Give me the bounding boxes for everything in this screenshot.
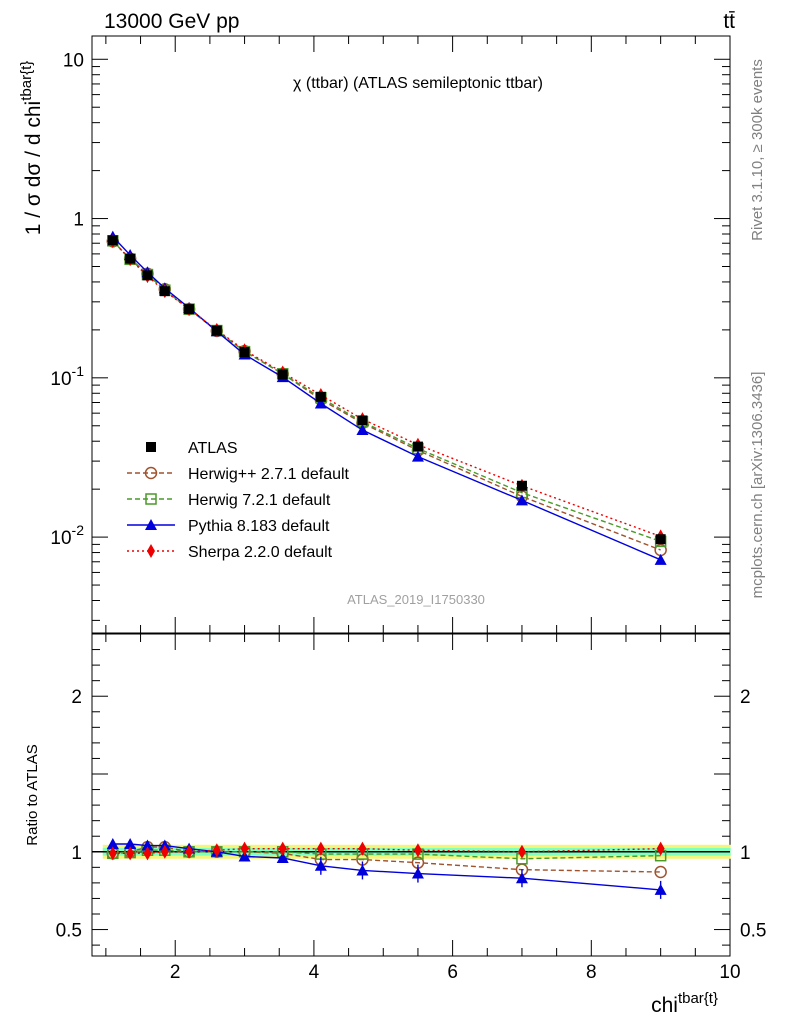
ratio-point-pythia (515, 872, 528, 884)
legend-label-pythia: Pythia 8.183 default (188, 518, 330, 535)
main-point-atlas (125, 253, 136, 264)
ratio-point-sherpa (316, 841, 325, 856)
main-point-atlas (159, 286, 170, 297)
x-tick-label: 8 (586, 962, 597, 983)
legend-marker-herwig7 (145, 493, 157, 505)
main-point-pythia (314, 397, 327, 409)
main-series-layer (106, 230, 667, 565)
ratio-point-sherpa (358, 841, 367, 856)
ratio-point-pythia (276, 852, 289, 863)
ratio-point-pythia (411, 867, 424, 879)
legend-label-atlas: ATLAS (188, 440, 238, 457)
main-point-atlas (239, 347, 250, 358)
main-point-atlas (357, 415, 368, 426)
main-y-tick-label: 10 (63, 50, 84, 71)
legend-marker-atlas (146, 442, 156, 452)
legend-entry-sherpa: Sherpa 2.2.0 default (127, 544, 333, 561)
legend-entry-herwigpp: Herwig++ 2.7.1 default (127, 466, 350, 483)
x-axis-label: chitbar{t} (651, 990, 718, 1017)
analysis-watermark: ATLAS_2019_I1750330 (347, 592, 485, 607)
ratio-point-pythia (141, 839, 154, 851)
main-y-axis: 10-2 10-1 1 10 (50, 50, 730, 621)
ratio-y-tick-label-right: 1 (740, 843, 751, 864)
legend-label-herwigpp: Herwig++ 2.7.1 default (188, 466, 350, 483)
x-tick-label: 2 (170, 962, 181, 983)
x-tick-label: 4 (309, 962, 320, 983)
main-point-atlas (211, 325, 222, 336)
ratio-point-pythia (654, 883, 667, 895)
ratio-point-sherpa (656, 841, 665, 856)
ratio-point-herwigpp (654, 865, 667, 879)
process-label: tt̄ (723, 10, 735, 33)
legend-entry-pythia: Pythia 8.183 default (127, 518, 330, 535)
main-point-atlas (315, 391, 326, 402)
legend: ATLAS Herwig++ 2.7.1 default Herwig 7.2.1 … (127, 440, 350, 561)
main-y-tick-label: 1 (73, 210, 84, 231)
ratio-point-sherpa (278, 841, 287, 856)
ratio-point-pythia (314, 859, 327, 871)
ratio-series-sherpa (108, 841, 665, 861)
main-point-atlas (412, 441, 423, 452)
x-axis: 2 4 6 8 10 (105, 36, 741, 983)
legend-marker-pythia (145, 519, 157, 530)
main-point-atlas (277, 369, 288, 380)
main-title: χ (ttbar) (ATLAS semileptonic ttbar) (293, 75, 543, 92)
main-point-atlas (184, 304, 195, 315)
ratio-y-tick-label: 1 (71, 843, 82, 864)
rivet-label: Rivet 3.1.10, ≥ 300k events (749, 59, 766, 241)
ratio-series-layer (106, 838, 667, 899)
ratio-point-sherpa (517, 844, 526, 859)
legend-label-sherpa: Sherpa 2.2.0 default (188, 544, 333, 561)
ratio-y-axis: 0.5 0.5 1 1 2 2 (56, 633, 766, 946)
main-point-pythia (411, 450, 424, 462)
legend-marker-sherpa (147, 544, 155, 558)
ratio-point-pythia (106, 838, 119, 849)
ratio-point-sherpa (212, 843, 221, 858)
ratio-point-pythia (124, 838, 137, 849)
ratio-series-pythia (106, 838, 667, 899)
main-point-pythia (356, 424, 369, 436)
x-tick-label: 6 (447, 962, 458, 983)
main-point-atlas (142, 270, 153, 281)
main-y-axis-label: 1 / σ dσ / d chitbar{t} (18, 61, 45, 236)
legend-label-herwig7: Herwig 7.2.1 default (188, 492, 331, 509)
main-point-atlas (655, 534, 666, 545)
ratio-point-sherpa (108, 846, 117, 861)
ratio-point-sherpa (185, 844, 194, 859)
mcplots-label: mcplots.cern.ch [arXiv:1306.3436] (749, 372, 766, 599)
legend-entry-herwig7: Herwig 7.2.1 default (127, 492, 331, 509)
ratio-point-sherpa (240, 841, 249, 856)
ratio-point-sherpa (413, 843, 422, 858)
main-point-pythia (654, 553, 667, 565)
ratio-y-axis-label: Ratio to ATLAS (24, 744, 41, 845)
ratio-y-tick-label-right: 2 (740, 687, 751, 708)
legend-marker-herwigpp (144, 466, 158, 480)
legend-entry-atlas: ATLAS (146, 440, 238, 457)
ratio-y-tick-label: 0.5 (56, 921, 82, 942)
ratio-y-tick-label-right: 0.5 (740, 921, 766, 942)
main-y-tick-label: 10-1 (50, 363, 84, 390)
ratio-point-sherpa (160, 844, 169, 859)
main-y-tick-label: 10-2 (50, 522, 84, 549)
ratio-point-pythia (356, 864, 369, 876)
main-panel-frame (91, 35, 731, 634)
ratio-point-sherpa (143, 846, 152, 861)
ratio-point-sherpa (126, 846, 135, 861)
ratio-y-tick-label: 2 (71, 687, 82, 708)
main-point-atlas (516, 480, 527, 491)
main-series-atlas (107, 235, 666, 545)
energy-label: 13000 GeV pp (104, 10, 239, 33)
ratio-point-pythia (238, 850, 251, 862)
x-tick-label: 10 (719, 962, 740, 983)
ratio-panel-frame (91, 633, 731, 957)
main-point-pythia (515, 494, 528, 506)
main-point-atlas (107, 235, 118, 246)
